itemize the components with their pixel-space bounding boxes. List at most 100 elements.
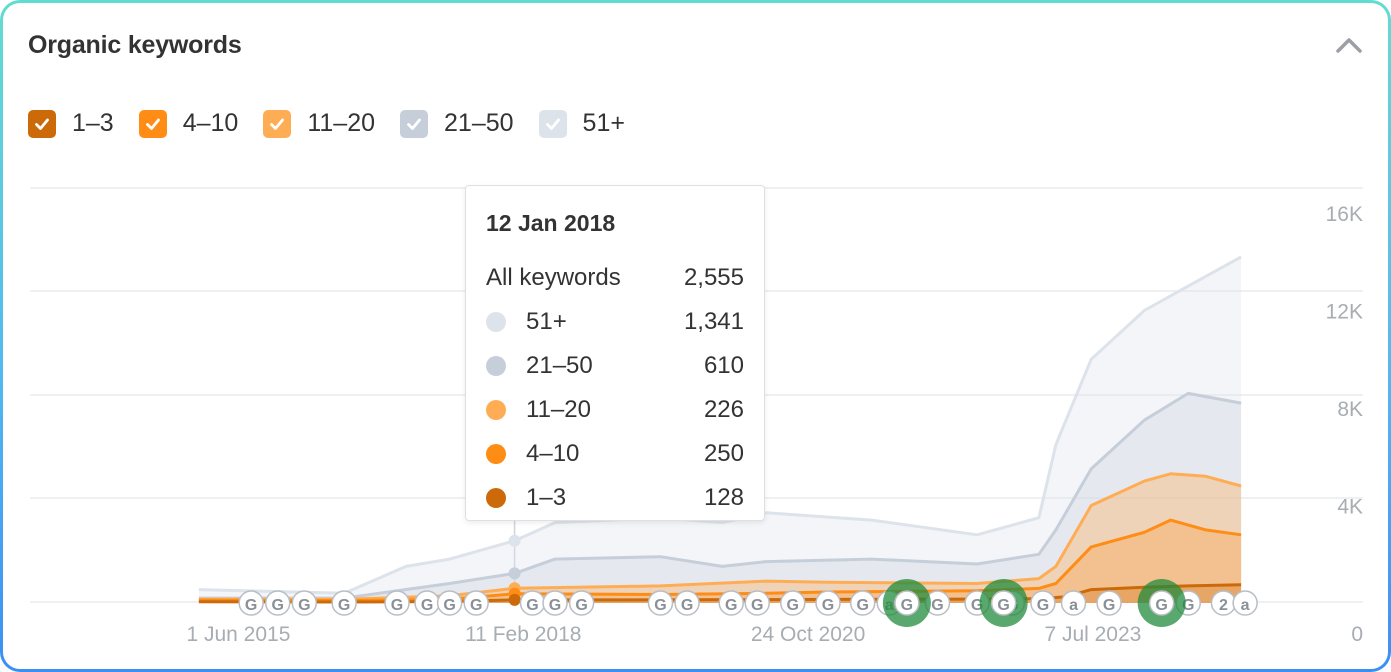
annotation-marker xyxy=(894,590,920,616)
legend-label: 11–20 xyxy=(307,109,376,137)
annotation-marker-label: G xyxy=(822,597,834,614)
annotation-marker xyxy=(1232,590,1258,616)
series-dot-icon xyxy=(486,444,506,464)
series-area-0 xyxy=(198,584,1242,603)
annotation-marker-label: G xyxy=(931,597,943,614)
tooltip-total-value: 2,555 xyxy=(683,264,744,291)
legend: 1–3 4–10 11–20 21–50 51+ xyxy=(28,109,650,138)
tooltip-row-1-3: 1–3 128 xyxy=(486,476,744,520)
tooltip-row-label: 1–3 xyxy=(526,484,567,511)
annotation-marker xyxy=(744,590,770,616)
organic-keywords-chart[interactable]: 0 4K 8K 12K 16K 1 Jun 2015 11 Feb 2018 24 Oct 2… xyxy=(3,3,1388,669)
annotation-marker xyxy=(1096,590,1122,616)
annotation-marker xyxy=(264,590,291,616)
tooltip-row-label: 51+ xyxy=(526,308,567,335)
annotation-marker-label: G xyxy=(470,597,482,614)
legend-item-21-50[interactable]: 21–50 xyxy=(400,109,514,138)
tooltip-total-row: All keywords 2,555 xyxy=(486,256,744,300)
tooltip-row-value: 250 xyxy=(703,440,744,467)
checkbox-icon[interactable] xyxy=(538,109,567,138)
annotation-marker-label: G xyxy=(725,597,737,614)
hover-point xyxy=(508,593,521,606)
annotation-marker xyxy=(718,590,744,616)
legend-label: 1–3 xyxy=(72,109,114,137)
annotation-marker-label: G xyxy=(338,597,350,614)
series-area-1 xyxy=(198,520,1242,603)
series-area-4 xyxy=(198,256,1242,603)
y-tick-label: 16K xyxy=(1326,203,1363,226)
legend-item-1-3[interactable]: 1–3 xyxy=(28,109,114,138)
annotation-marker xyxy=(436,590,463,616)
tooltip-date: 12 Jan 2018 xyxy=(486,210,616,236)
annotation-marker xyxy=(568,590,595,616)
annotation-marker-label: G xyxy=(1103,597,1115,614)
series-dot-icon xyxy=(486,356,506,376)
annotation-marker-label: G xyxy=(654,597,666,614)
series-line-3 xyxy=(198,391,1242,600)
legend-label: 21–50 xyxy=(444,109,514,137)
series-dot-icon xyxy=(486,488,506,508)
annotation-marker-label: G xyxy=(443,597,455,614)
annotation-marker-label: G xyxy=(997,597,1009,614)
series-area-2 xyxy=(198,473,1242,603)
checkbox-icon[interactable] xyxy=(263,109,292,138)
annotation-marker-label: G xyxy=(298,597,310,614)
x-tick-label: 11 Feb 2018 xyxy=(465,623,581,646)
annotation-marker-label: G xyxy=(681,597,693,614)
annotation-marker-label: G xyxy=(421,597,433,614)
y-tick-label: 12K xyxy=(1326,301,1363,324)
x-tick-label: 7 Jul 2023 xyxy=(1044,623,1141,646)
annotation-marker-label: G xyxy=(901,597,913,614)
annotation-marker xyxy=(1060,590,1087,616)
series-area-3 xyxy=(198,393,1242,603)
annotation-marker-label: a xyxy=(1069,597,1078,614)
hover-point xyxy=(508,534,521,547)
x-tick-label: 1 Jun 2015 xyxy=(186,623,290,646)
legend-item-11-20[interactable]: 11–20 xyxy=(263,109,375,138)
tooltip-row-label: 4–10 xyxy=(526,440,580,467)
series-dot-icon xyxy=(486,400,506,420)
annotation-marker xyxy=(780,590,806,616)
annotation-marker xyxy=(1148,590,1175,616)
annotation-marker xyxy=(849,590,876,616)
checkbox-icon[interactable] xyxy=(400,109,429,138)
hover-point xyxy=(508,567,521,580)
annotation-marker xyxy=(331,590,357,616)
tooltip-row-value: 226 xyxy=(703,396,744,423)
checkbox-icon[interactable] xyxy=(138,109,167,138)
annotation-marker-label: G xyxy=(271,597,283,614)
y-tick-label: 8K xyxy=(1337,398,1363,421)
x-tick-label: 24 Oct 2020 xyxy=(751,623,865,646)
legend-label: 51+ xyxy=(582,109,625,137)
annotation-marker xyxy=(815,590,841,616)
legend-item-51-plus[interactable]: 51+ xyxy=(538,109,625,138)
tooltip-row-21-50: 21–50 610 xyxy=(486,344,744,388)
annotation-marker-label: G xyxy=(391,597,403,614)
chevron-up-icon[interactable] xyxy=(1332,29,1366,63)
legend-item-4-10[interactable]: 4–10 xyxy=(138,109,239,138)
tooltip-row-value: 1,341 xyxy=(683,308,744,335)
tooltip-row-value: 128 xyxy=(703,484,744,511)
annotation-marker-label: 2 xyxy=(1219,597,1228,614)
tooltip-row-value: 610 xyxy=(703,352,744,379)
annotation-marker xyxy=(647,590,674,616)
annotation-marker xyxy=(542,590,568,616)
tooltip-row-11-20: 11–20 226 xyxy=(486,388,744,432)
checkbox-icon[interactable] xyxy=(28,109,56,138)
annotation-marker-label: G xyxy=(751,597,763,614)
annotation-marker xyxy=(238,590,264,616)
card-title: Organic keywords xyxy=(28,31,242,59)
annotation-marker xyxy=(990,590,1017,616)
tooltip-row-51-plus: 51+ 1,341 xyxy=(486,300,744,344)
annotation-marker-label: G xyxy=(575,597,587,614)
organic-keywords-card: Organic keywords 1–3 4–10 11–20 21–50 xyxy=(3,3,1388,669)
legend-label: 4–10 xyxy=(182,109,239,137)
annotation-marker xyxy=(384,590,410,616)
series-line-4 xyxy=(198,255,1242,595)
annotation-marker-label: G xyxy=(549,597,561,614)
tooltip-row-label: 21–50 xyxy=(526,352,593,379)
tooltip-total-label: All keywords xyxy=(486,264,621,291)
annotation-marker-label: G xyxy=(1037,597,1049,614)
annotation-marker xyxy=(463,590,489,616)
